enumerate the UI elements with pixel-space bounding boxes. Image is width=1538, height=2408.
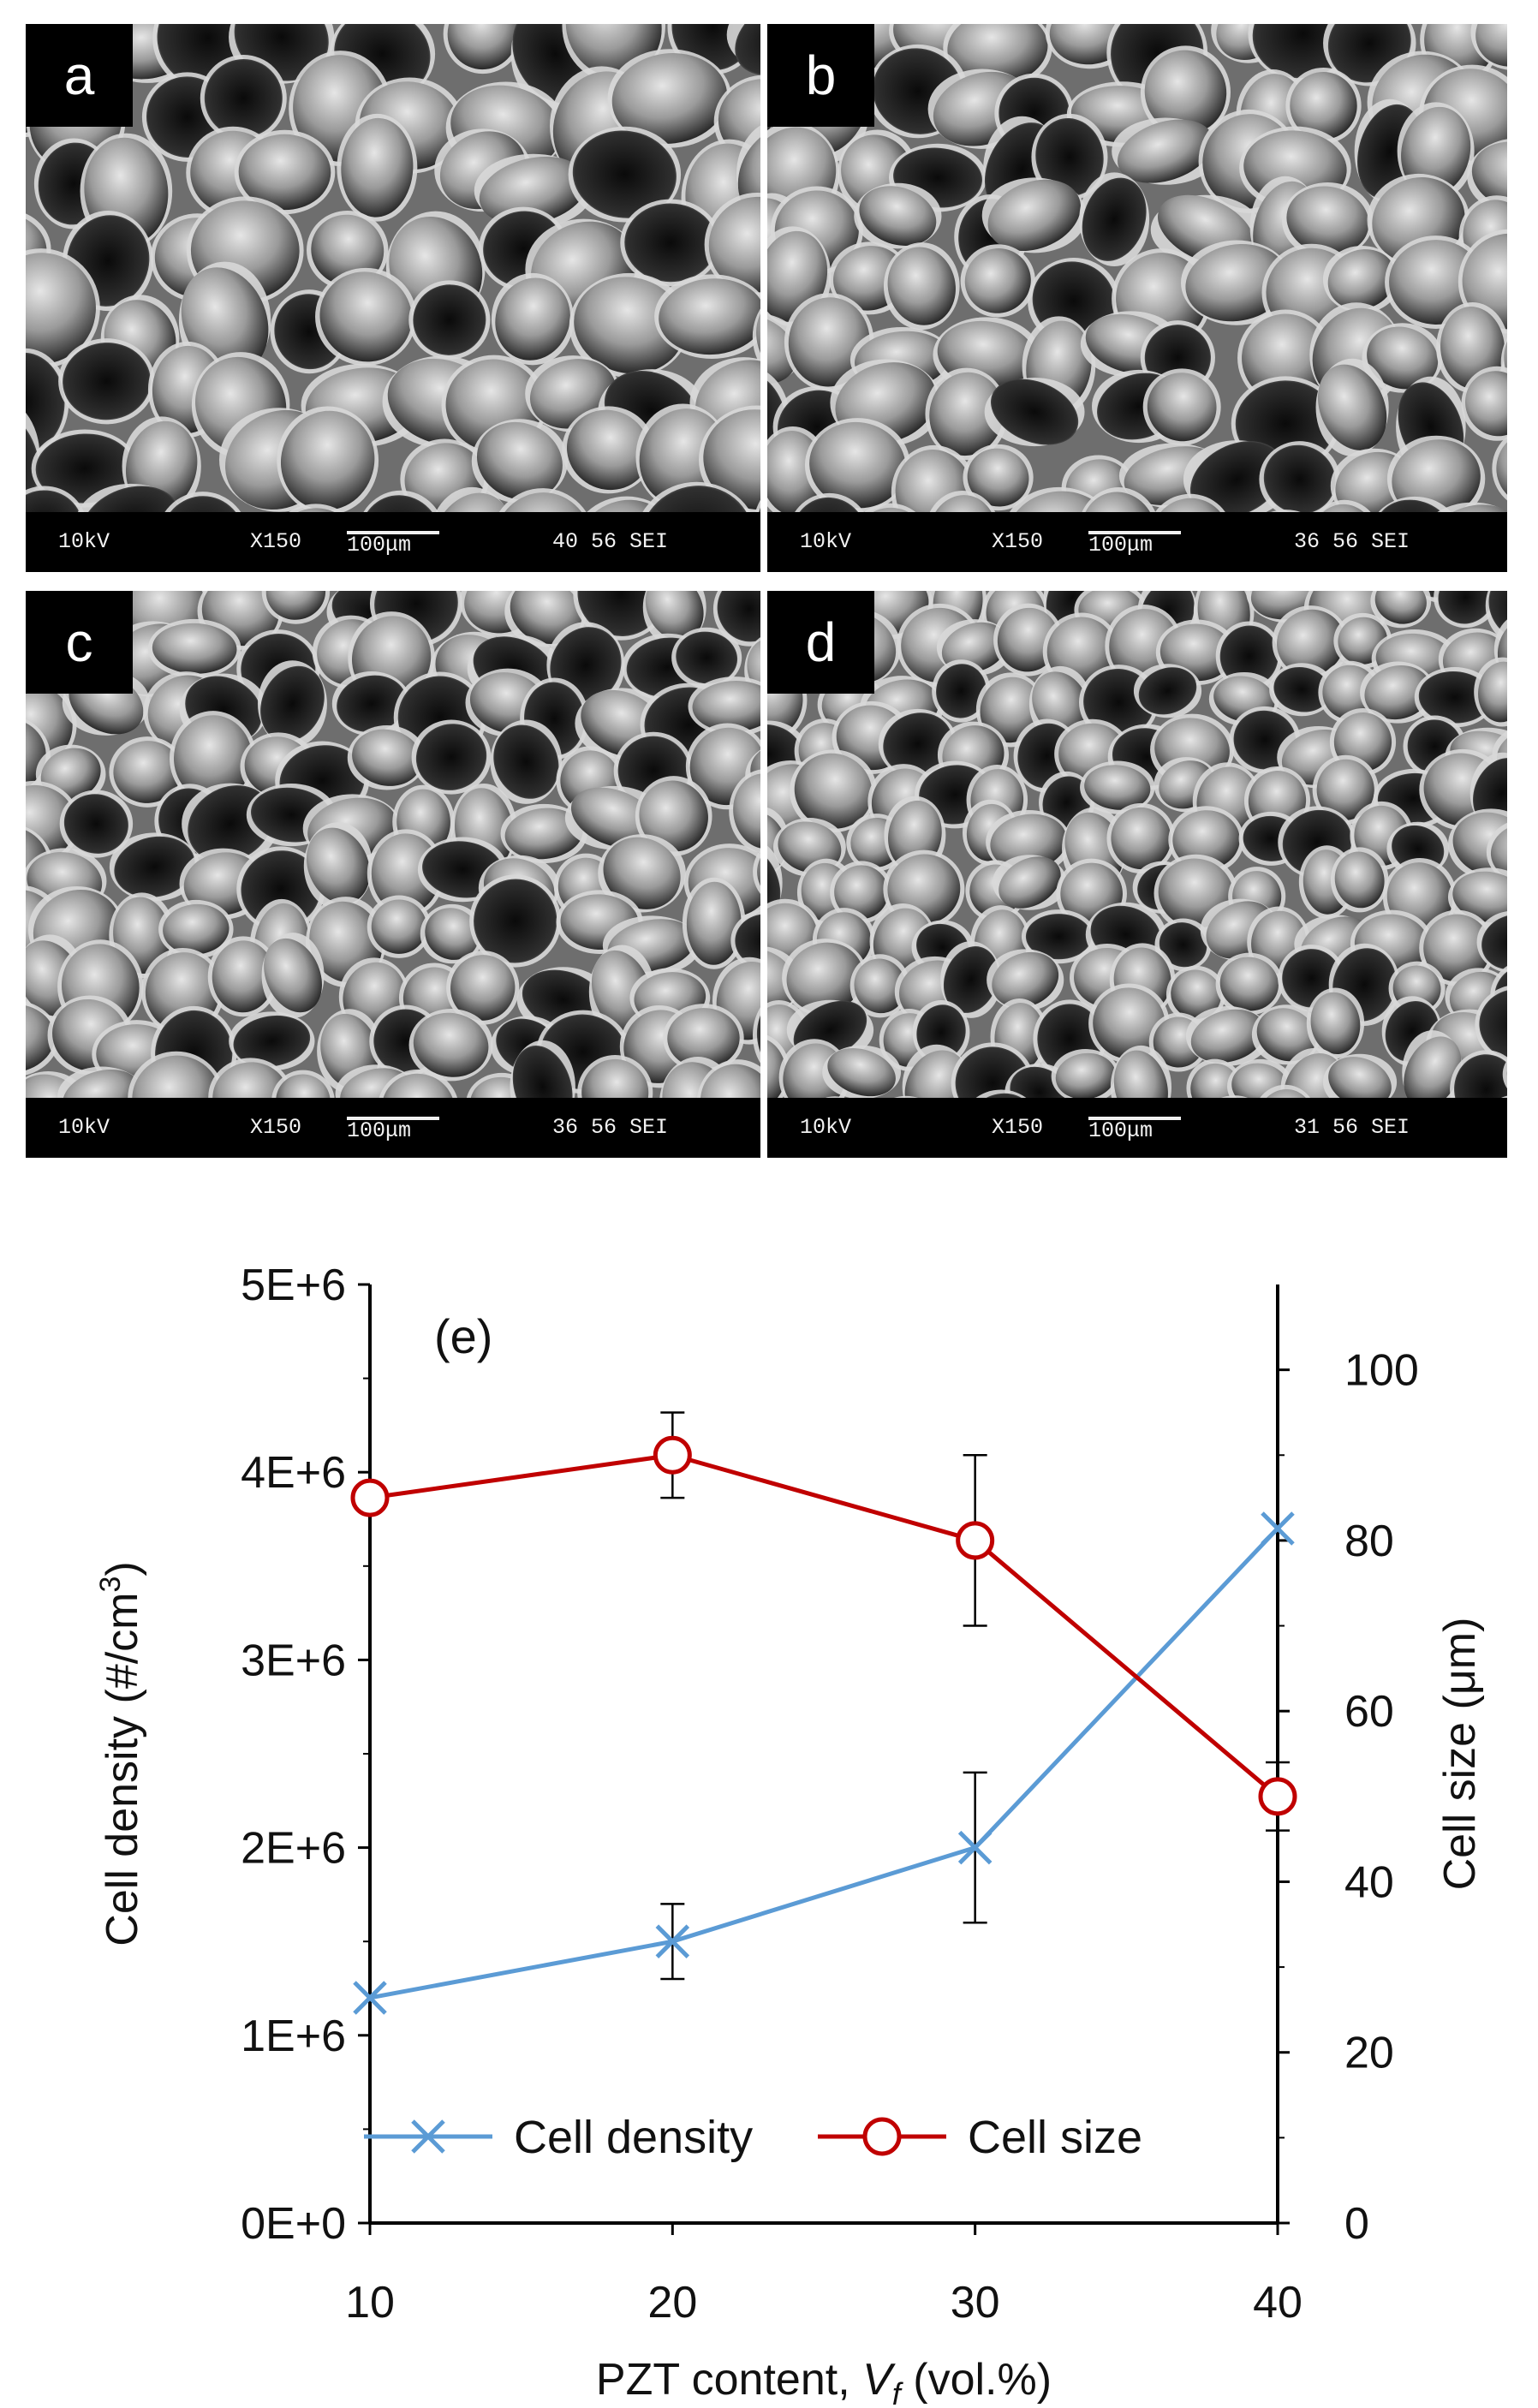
scale-bar [347, 1117, 439, 1130]
sem-micrograph-image-c [26, 591, 760, 1098]
data-point-circle-marker [350, 1478, 390, 1517]
sem-info-kv: 10kV [58, 529, 110, 554]
x-axis-title-var: V [862, 2355, 896, 2405]
sem-micrograph-image-a [26, 24, 760, 512]
left-axis-title-sup: 3 [94, 1577, 127, 1593]
sem-panel-a: a 10kV X150 100μm 40 56 SEI [26, 24, 760, 572]
sem-info-bar: 10kV X150 100μm 36 56 SEI [767, 512, 1507, 572]
scale-bar [1088, 531, 1181, 545]
right-tick-label: 100 [1344, 1346, 1419, 1396]
x-tick-label: 40 [1253, 2278, 1303, 2328]
right-tick-label: 60 [1344, 1687, 1394, 1737]
left-tick-label: 4E+6 [241, 1448, 346, 1498]
x-axis-title-suffix: (vol.%) [901, 2355, 1052, 2405]
sem-info-scale: 100μm [1088, 1118, 1154, 1143]
series-cell-size [350, 1411, 1297, 1832]
data-point-x-marker [1261, 1511, 1295, 1546]
left-axis-title: Cell density (#/cm3) [94, 1561, 147, 1946]
sem-info-scale: 100μm [1088, 533, 1154, 557]
panel-label-a: a [26, 24, 133, 127]
x-axis-title: PZT content, Vf (vol.%) [596, 2355, 1052, 2408]
data-point-x-marker [957, 1830, 993, 1865]
sem-info-mag: X150 [250, 1115, 302, 1140]
left-tick-label: 1E+6 [241, 2012, 346, 2061]
data-point-circle-marker [956, 1521, 995, 1560]
sem-info-bar: 10kV X150 100μm 31 56 SEI [767, 1098, 1507, 1158]
sem-info-scale: 100μm [347, 533, 412, 557]
left-axis-title-text: Cell density (#/cm [98, 1593, 147, 1946]
sem-info-mag: X150 [250, 529, 302, 554]
right-tick-label: 40 [1344, 1857, 1394, 1907]
sem-info-scale: 100μm [347, 1118, 412, 1143]
chart-panel-label: (e) [434, 1309, 492, 1363]
sem-info-code: 36 56 SEI [1294, 529, 1410, 554]
right-tick-label: 80 [1344, 1517, 1394, 1566]
panel-label-b: b [767, 24, 874, 127]
left-tick-label: 5E+6 [241, 1261, 346, 1310]
sem-panel-c: c 10kV X150 100μm 36 56 SEI [26, 591, 760, 1158]
left-tick-label: 0E+0 [241, 2199, 346, 2249]
left-tick-label: 2E+6 [241, 1824, 346, 1874]
legend-item: Cell size [818, 2112, 1142, 2163]
sem-panel-b: b 10kV X150 100μm 36 56 SEI [767, 24, 1507, 572]
legend-circle-marker [862, 2117, 902, 2156]
sem-info-kv: 10kV [800, 1115, 852, 1140]
x-axis-title-prefix: PZT content, [596, 2355, 862, 2405]
sem-info-mag: X150 [992, 1115, 1044, 1140]
data-point-circle-marker [653, 1435, 692, 1475]
series-line [369, 1527, 1279, 2000]
cell-density-size-chart: 0E+0 1E+6 2E+6 3E+6 4E+6 5E+6 0 20 40 60 80 100 10 20… [94, 1261, 1485, 2408]
chart-legend: Cell density Cell size [364, 2112, 1142, 2163]
sem-micrograph-image-d [767, 591, 1507, 1098]
legend-x-marker [411, 2119, 445, 2154]
chart-axes: 0E+0 1E+6 2E+6 3E+6 4E+6 5E+6 0 20 40 60 80 100 10 20… [241, 1261, 1419, 2328]
sem-info-code: 40 56 SEI [552, 529, 669, 554]
legend-label: Cell density [514, 2112, 753, 2163]
series-line [369, 1452, 1279, 1798]
left-tick-label: 3E+6 [241, 1636, 346, 1685]
data-point-x-marker [655, 1924, 690, 1958]
data-point-circle-marker [1258, 1777, 1297, 1816]
scale-bar [1088, 1117, 1181, 1130]
x-tick-label: 10 [345, 2278, 395, 2328]
sem-panel-d: d 10kV X150 100μm 31 56 SEI [767, 591, 1507, 1158]
panel-label-d: d [767, 591, 874, 694]
sem-info-code: 36 56 SEI [552, 1115, 669, 1140]
right-tick-label: 0 [1344, 2199, 1369, 2249]
sem-micrograph-image-b [767, 24, 1507, 512]
panel-label-c: c [26, 591, 133, 694]
scale-bar [347, 531, 439, 545]
sem-info-bar: 10kV X150 100μm 40 56 SEI [26, 512, 760, 572]
series-cell-density [353, 1511, 1295, 2015]
sem-info-mag: X150 [992, 529, 1044, 554]
right-axis-title: Cell size (μm) [1435, 1618, 1485, 1891]
sem-info-kv: 10kV [800, 529, 852, 554]
data-point-x-marker [353, 1981, 387, 2015]
x-tick-label: 30 [951, 2278, 1000, 2328]
left-axis-title-close: ) [98, 1561, 147, 1576]
x-tick-label: 20 [647, 2278, 697, 2328]
right-tick-label: 20 [1344, 2029, 1394, 2078]
sem-info-kv: 10kV [58, 1115, 110, 1140]
sem-info-code: 31 56 SEI [1294, 1115, 1410, 1140]
sem-info-bar: 10kV X150 100μm 36 56 SEI [26, 1098, 760, 1158]
legend-item: Cell density [364, 2112, 753, 2163]
legend-label: Cell size [968, 2112, 1142, 2163]
